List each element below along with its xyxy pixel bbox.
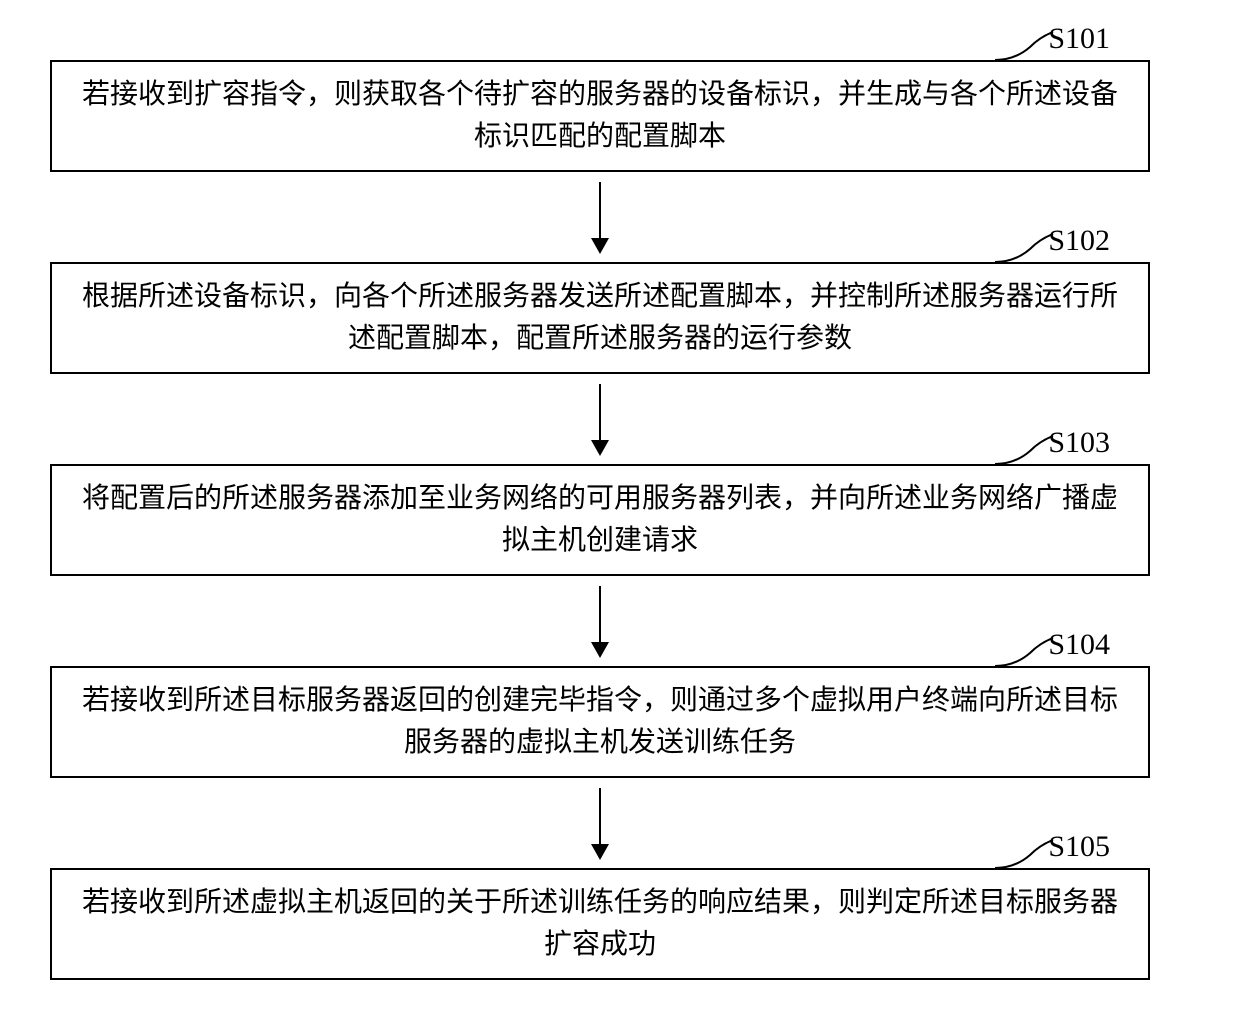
step-box-2: 根据所述设备标识，向各个所述服务器发送所述配置脚本，并控制所述服务器运行所述配置…: [50, 262, 1150, 374]
curve-connector-2: [995, 234, 1055, 264]
step-label-1: S101: [1048, 22, 1110, 56]
step-label-4: S104: [1048, 628, 1110, 662]
step-container-1: S101 若接收到扩容指令，则获取各个待扩容的服务器的设备标识，并生成与各个所述…: [50, 60, 1190, 172]
step-box-3: 将配置后的所述服务器添加至业务网络的可用服务器列表，并向所述业务网络广播虚拟主机…: [50, 464, 1150, 576]
step-container-5: S105 若接收到所述虚拟主机返回的关于所述训练任务的响应结果，则判定所述目标服…: [50, 868, 1190, 980]
step-label-5: S105: [1048, 830, 1110, 864]
step-container-2: S102 根据所述设备标识，向各个所述服务器发送所述配置脚本，并控制所述服务器运…: [50, 262, 1190, 374]
step-label-2: S102: [1048, 224, 1110, 258]
arrow-4: [599, 788, 601, 858]
step-label-3: S103: [1048, 426, 1110, 460]
arrow-container-1: [50, 172, 1150, 262]
arrow-container-3: [50, 576, 1150, 666]
arrow-container-4: [50, 778, 1150, 868]
step-box-4: 若接收到所述目标服务器返回的创建完毕指令，则通过多个虚拟用户终端向所述目标服务器…: [50, 666, 1150, 778]
curve-connector-5: [995, 840, 1055, 870]
step-container-4: S104 若接收到所述目标服务器返回的创建完毕指令，则通过多个虚拟用户终端向所述…: [50, 666, 1190, 778]
arrow-2: [599, 384, 601, 454]
arrow-container-2: [50, 374, 1150, 464]
step-box-5: 若接收到所述虚拟主机返回的关于所述训练任务的响应结果，则判定所述目标服务器扩容成…: [50, 868, 1150, 980]
curve-connector-1: [995, 32, 1055, 62]
flowchart-container: S101 若接收到扩容指令，则获取各个待扩容的服务器的设备标识，并生成与各个所述…: [50, 20, 1190, 980]
arrow-1: [599, 182, 601, 252]
step-container-3: S103 将配置后的所述服务器添加至业务网络的可用服务器列表，并向所述业务网络广…: [50, 464, 1190, 576]
arrow-3: [599, 586, 601, 656]
step-box-1: 若接收到扩容指令，则获取各个待扩容的服务器的设备标识，并生成与各个所述设备标识匹…: [50, 60, 1150, 172]
curve-connector-3: [995, 436, 1055, 466]
curve-connector-4: [995, 638, 1055, 668]
